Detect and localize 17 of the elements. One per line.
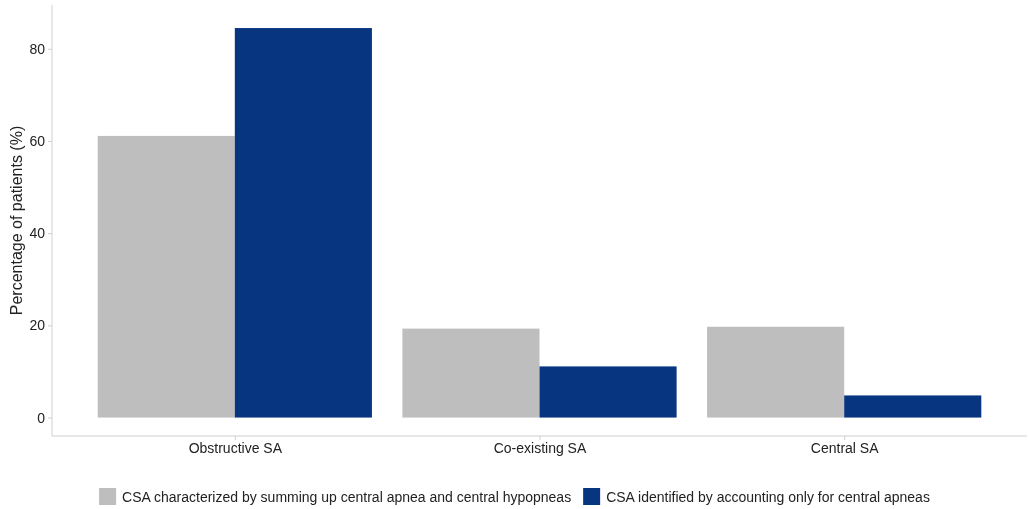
x-tick-label: Obstructive SA <box>188 439 283 456</box>
bar <box>234 28 372 418</box>
bar <box>539 366 677 418</box>
bar <box>844 395 982 418</box>
legend-label: CSA characterized by summing up central apnea and central hypopneas <box>122 488 572 505</box>
x-tick-label: Co-existing SA <box>493 439 587 456</box>
bar <box>707 326 845 418</box>
y-tick-label: 0 <box>37 409 46 426</box>
y-tick-label: 40 <box>29 225 46 242</box>
legend-label: CSA identified by accounting only for central apneas <box>606 488 930 505</box>
y-tick-label: 80 <box>29 40 46 57</box>
bar <box>402 328 540 418</box>
bar <box>97 135 235 418</box>
y-axis-title: Percentage of patients (%) <box>8 125 25 316</box>
x-tick-label: Central SA <box>810 439 880 456</box>
y-tick-label: 60 <box>29 132 46 149</box>
y-tick-label: 20 <box>29 317 46 334</box>
